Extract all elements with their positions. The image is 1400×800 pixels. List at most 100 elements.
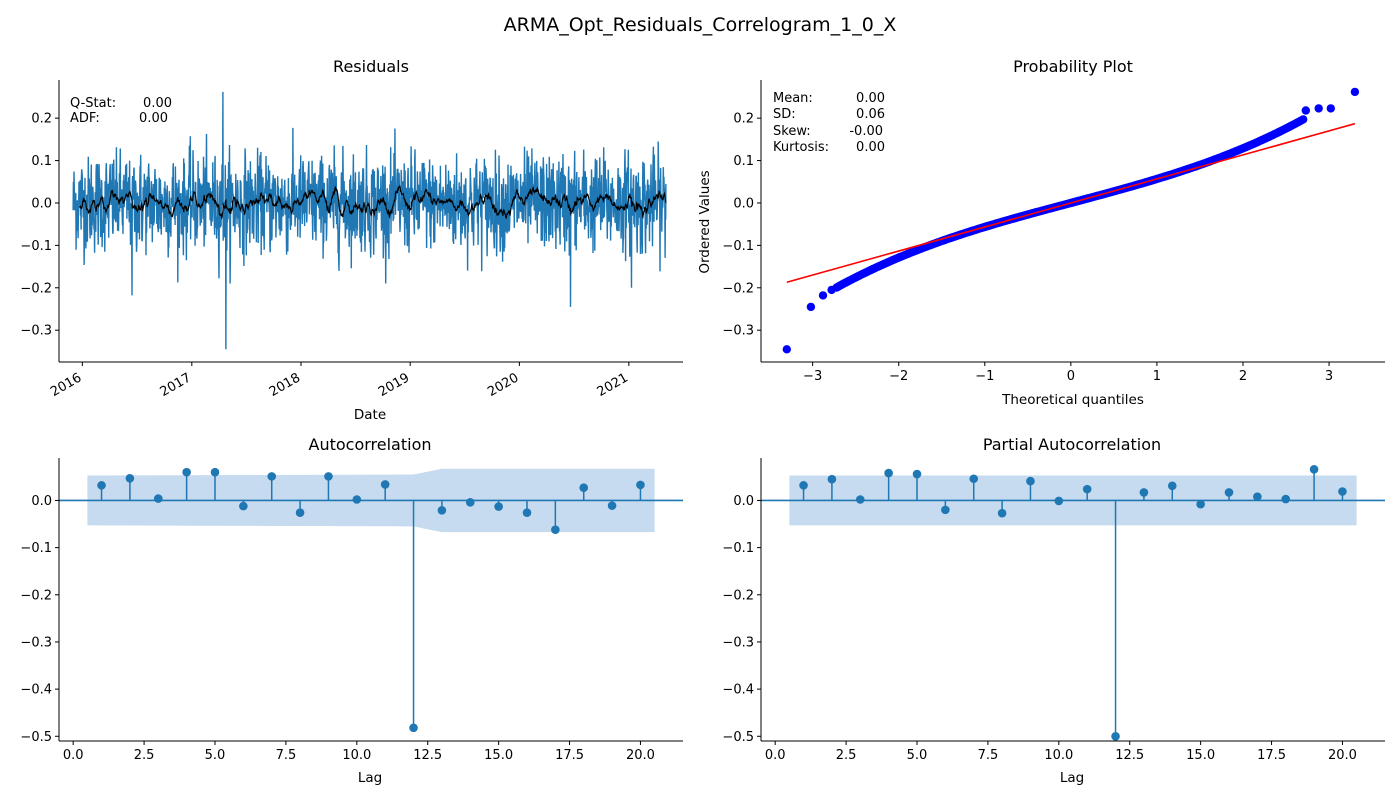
acf-stem-marker [579, 483, 589, 493]
qq-y-tick-label: 0.2 [733, 112, 754, 127]
residuals-y-tick-label: −0.2 [20, 281, 52, 296]
pacf-x-tick-label: 10.0 [1044, 748, 1073, 763]
acf-stem-marker [437, 506, 447, 515]
acf-x-tick-label: 0.0 [63, 748, 84, 763]
residuals-y-tick-label: 0.0 [31, 196, 52, 211]
residuals-x-label: Date [354, 407, 386, 423]
pacf-stem-marker [969, 474, 979, 484]
probability-plot-y-label: Ordered Values [697, 170, 713, 273]
pacf-panel: Partial Autocorrelation 0.0 −0.1 −0.2 −0.3 −… [722, 435, 1385, 786]
acf-x-tick-label: 7.5 [276, 748, 297, 763]
qq-point [1299, 115, 1308, 124]
pacf-stem-marker [799, 481, 808, 490]
probability-plot-area: 0.2 0.1 0.0 −0.1 −0.2 −0.3 −3 −2 −1 0 1 2 3 [722, 80, 1385, 384]
acf-stem-marker [125, 473, 135, 483]
acf-stem-marker [352, 495, 362, 504]
probability-plot-panel: Probability Plot 0.2 0.1 0.0 −0.1 −0.2 −0.3 −3… [697, 57, 1385, 408]
pacf-stem-marker [1082, 484, 1092, 494]
acf-stem-marker [239, 501, 248, 511]
pacf-stem-marker [827, 474, 837, 484]
acf-stem-marker [210, 467, 220, 477]
acf-stem-marker [465, 498, 475, 507]
residuals-x-tick-label: 2020 [485, 370, 521, 400]
residuals-adf-value: 0.00 [139, 111, 168, 126]
residuals-y-tick-label: −0.1 [20, 239, 52, 254]
qq-y-tick-label: 0.1 [733, 154, 754, 169]
pacf-x-tick-label: 20.0 [1328, 748, 1357, 763]
acf-stem-marker [295, 508, 305, 518]
pacf-y-tick-label: −0.4 [722, 683, 754, 698]
pacf-x-tick-label: 12.5 [1115, 748, 1144, 763]
pacf-y-tick-label: 0.0 [733, 494, 754, 509]
qq-fit-line [786, 122, 1356, 284]
residuals-y-tick-label: 0.1 [31, 154, 52, 169]
acf-x-tick-label: 2.5 [134, 748, 155, 763]
pacf-stem-marker [1167, 481, 1177, 491]
pacf-x-tick-label: 5.0 [907, 748, 928, 763]
qq-x-tick-label: −3 [803, 369, 822, 384]
residuals-line [72, 91, 667, 350]
qq-point [1350, 87, 1360, 97]
figure-title: ARMA_Opt_Residuals_Correlogram_1_0_X [504, 14, 897, 36]
acf-y-tick-label: −0.1 [20, 541, 52, 556]
acf-x-tick-label: 5.0 [205, 748, 226, 763]
stat-skew-value: -0.00 [849, 124, 883, 139]
acf-stem-marker [324, 472, 333, 481]
pacf-x-tick-label: 7.5 [978, 748, 999, 763]
pacf-stem-marker [884, 468, 893, 478]
pacf-x-tick-label: 15.0 [1186, 748, 1215, 763]
pacf-x-tick-label: 2.5 [836, 748, 857, 763]
residuals-x-tick-label: 2019 [376, 370, 412, 400]
stat-sd-label: SD: [773, 107, 796, 122]
acf-stem-marker [409, 723, 418, 733]
pacf-y-tick-label: −0.3 [722, 635, 754, 650]
residuals-x-tick-label: 2021 [595, 370, 631, 400]
acf-x-tick-label: 17.5 [555, 748, 584, 763]
residuals-rolling-mean [78, 185, 667, 220]
qq-x-tick-label: 3 [1325, 369, 1333, 384]
qq-x-tick-label: −1 [975, 369, 994, 384]
pacf-stem-marker [855, 495, 865, 504]
acf-stem-marker [267, 472, 277, 481]
residuals-title: Residuals [333, 57, 409, 76]
residuals-adf-label: ADF: [70, 111, 100, 126]
pacf-stem-marker [1196, 499, 1205, 509]
pacf-x-tick-label: 0.0 [765, 748, 786, 763]
qq-x-tick-label: −2 [889, 369, 908, 384]
acf-x-tick-label: 20.0 [626, 748, 655, 763]
pacf-x-label: Lag [1060, 770, 1084, 786]
qq-y-tick-label: −0.2 [722, 281, 754, 296]
pacf-stem-marker [1338, 487, 1347, 496]
acf-x-label: Lag [358, 770, 382, 786]
pacf-stem-marker [1281, 494, 1291, 504]
stat-kurtosis-label: Kurtosis: [773, 140, 829, 155]
acf-x-tick-label: 10.0 [342, 748, 371, 763]
pacf-stem-marker [1253, 492, 1262, 501]
qq-point [1314, 104, 1323, 113]
qq-point [818, 291, 828, 300]
residuals-x-tick-label: 2017 [158, 370, 194, 400]
probability-plot-title: Probability Plot [1013, 57, 1133, 76]
residuals-plot-area: 0.2 0.1 0.0 −0.1 −0.2 −0.3 2016 2017 2018 2019 202… [20, 80, 683, 400]
residuals-qstat-value: 0.00 [143, 96, 172, 111]
residuals-y-tick-label: −0.3 [20, 324, 52, 339]
pacf-stem-marker [1054, 496, 1064, 506]
acf-panel: Autocorrelation 0.0−0.1−0.2−0.3−0.4−0.50… [20, 435, 683, 786]
acf-stem-marker [97, 481, 106, 490]
acf-stem-marker [494, 502, 503, 511]
qq-x-tick-label: 2 [1239, 369, 1247, 384]
acf-stem-marker [607, 501, 617, 510]
acf-plot-area: 0.0 −0.1 −0.2 −0.3 −0.4 −0.5 0.0 2.5 5.0 7.5 10.0 1… [20, 458, 683, 763]
qq-point [782, 345, 791, 354]
pacf-stem-marker [1111, 731, 1120, 741]
residuals-qstat-label: Q-Stat: [70, 96, 116, 111]
qq-point [1326, 104, 1336, 113]
pacf-stem-marker [1309, 465, 1319, 474]
stat-skew-label: Skew: [773, 124, 811, 139]
acf-y-tick-label: −0.2 [20, 588, 52, 603]
stat-kurtosis-value: 0.00 [856, 140, 885, 155]
residuals-y-tick-label: 0.2 [31, 112, 52, 127]
pacf-stem-marker [1224, 488, 1234, 497]
stat-mean-value: 0.00 [856, 91, 885, 106]
acf-y-tick-label: −0.4 [20, 683, 52, 698]
